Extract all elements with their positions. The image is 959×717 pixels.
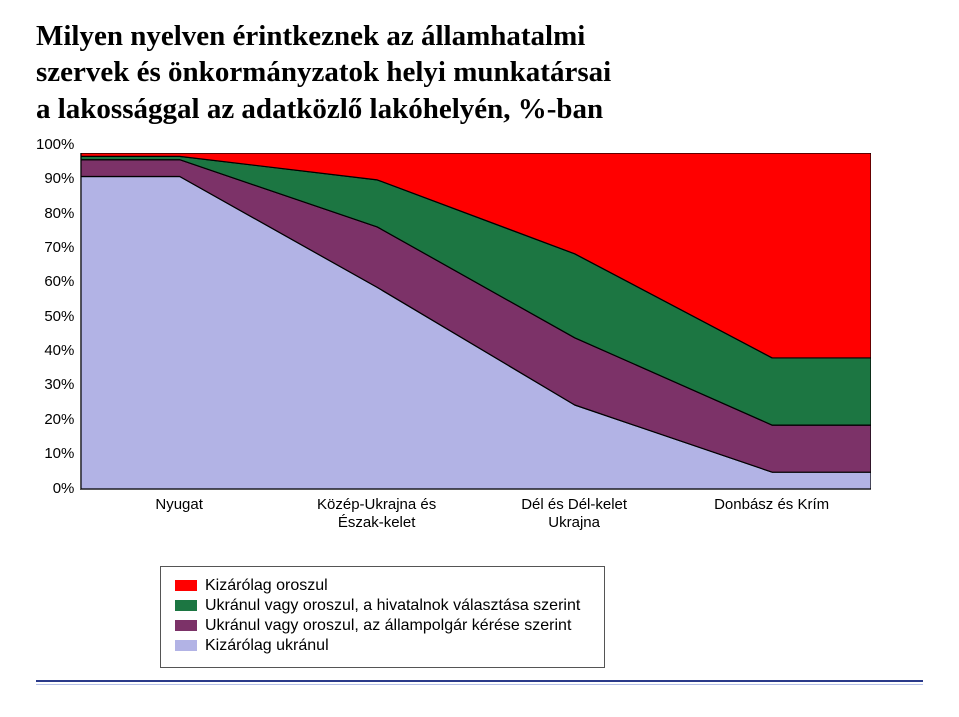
legend-label: Kizárólag oroszul bbox=[205, 577, 328, 595]
legend-wrap: Kizárólag oroszul Ukránul vagy oroszul, … bbox=[160, 566, 896, 668]
legend-item: Kizárólag ukránul bbox=[175, 637, 580, 655]
title-line-1: Milyen nyelven érintkeznek az államhatal… bbox=[36, 20, 585, 52]
page-title: Milyen nyelven érintkeznek az államhatal… bbox=[36, 18, 923, 127]
legend-swatch bbox=[175, 640, 197, 651]
legend-label: Ukránul vagy oroszul, a hivatalnok válas… bbox=[205, 597, 580, 615]
legend-item: Ukránul vagy oroszul, az állampolgár kér… bbox=[175, 617, 580, 635]
chart-body: 100% 90% 80% 70% 60% 50% 40% 30% 20% 10%… bbox=[36, 153, 896, 532]
title-line-2: szervek és önkormányzatok helyi munkatár… bbox=[36, 56, 611, 88]
title-line-3: a lakossággal az adatközlő lakóhelyén, %… bbox=[36, 93, 603, 125]
slide: Milyen nyelven érintkeznek az államhatal… bbox=[0, 0, 959, 717]
legend-swatch bbox=[175, 600, 197, 611]
legend-label: Kizárólag ukránul bbox=[205, 637, 329, 655]
plot-svg bbox=[81, 153, 871, 489]
legend-item: Ukránul vagy oroszul, a hivatalnok válas… bbox=[175, 597, 580, 615]
legend-label: Ukránul vagy oroszul, az állampolgár kér… bbox=[205, 617, 571, 635]
x-label: Dél és Dél-keletUkrajna bbox=[475, 496, 673, 532]
x-axis: Nyugat Közép-Ukrajna ésÉszak-kelet Dél é… bbox=[80, 496, 871, 532]
x-label: Donbász és Krím bbox=[673, 496, 871, 532]
y-axis: 100% 90% 80% 70% 60% 50% 40% 30% 20% 10%… bbox=[36, 145, 80, 489]
footer-rule bbox=[36, 680, 923, 685]
legend-item: Kizárólag oroszul bbox=[175, 577, 580, 595]
x-label: Nyugat bbox=[80, 496, 278, 532]
legend: Kizárólag oroszul Ukránul vagy oroszul, … bbox=[160, 566, 605, 668]
legend-swatch bbox=[175, 620, 197, 631]
plot-area bbox=[80, 153, 871, 490]
chart: 100% 90% 80% 70% 60% 50% 40% 30% 20% 10%… bbox=[36, 153, 896, 668]
legend-swatch bbox=[175, 580, 197, 591]
x-label: Közép-Ukrajna ésÉszak-kelet bbox=[278, 496, 476, 532]
